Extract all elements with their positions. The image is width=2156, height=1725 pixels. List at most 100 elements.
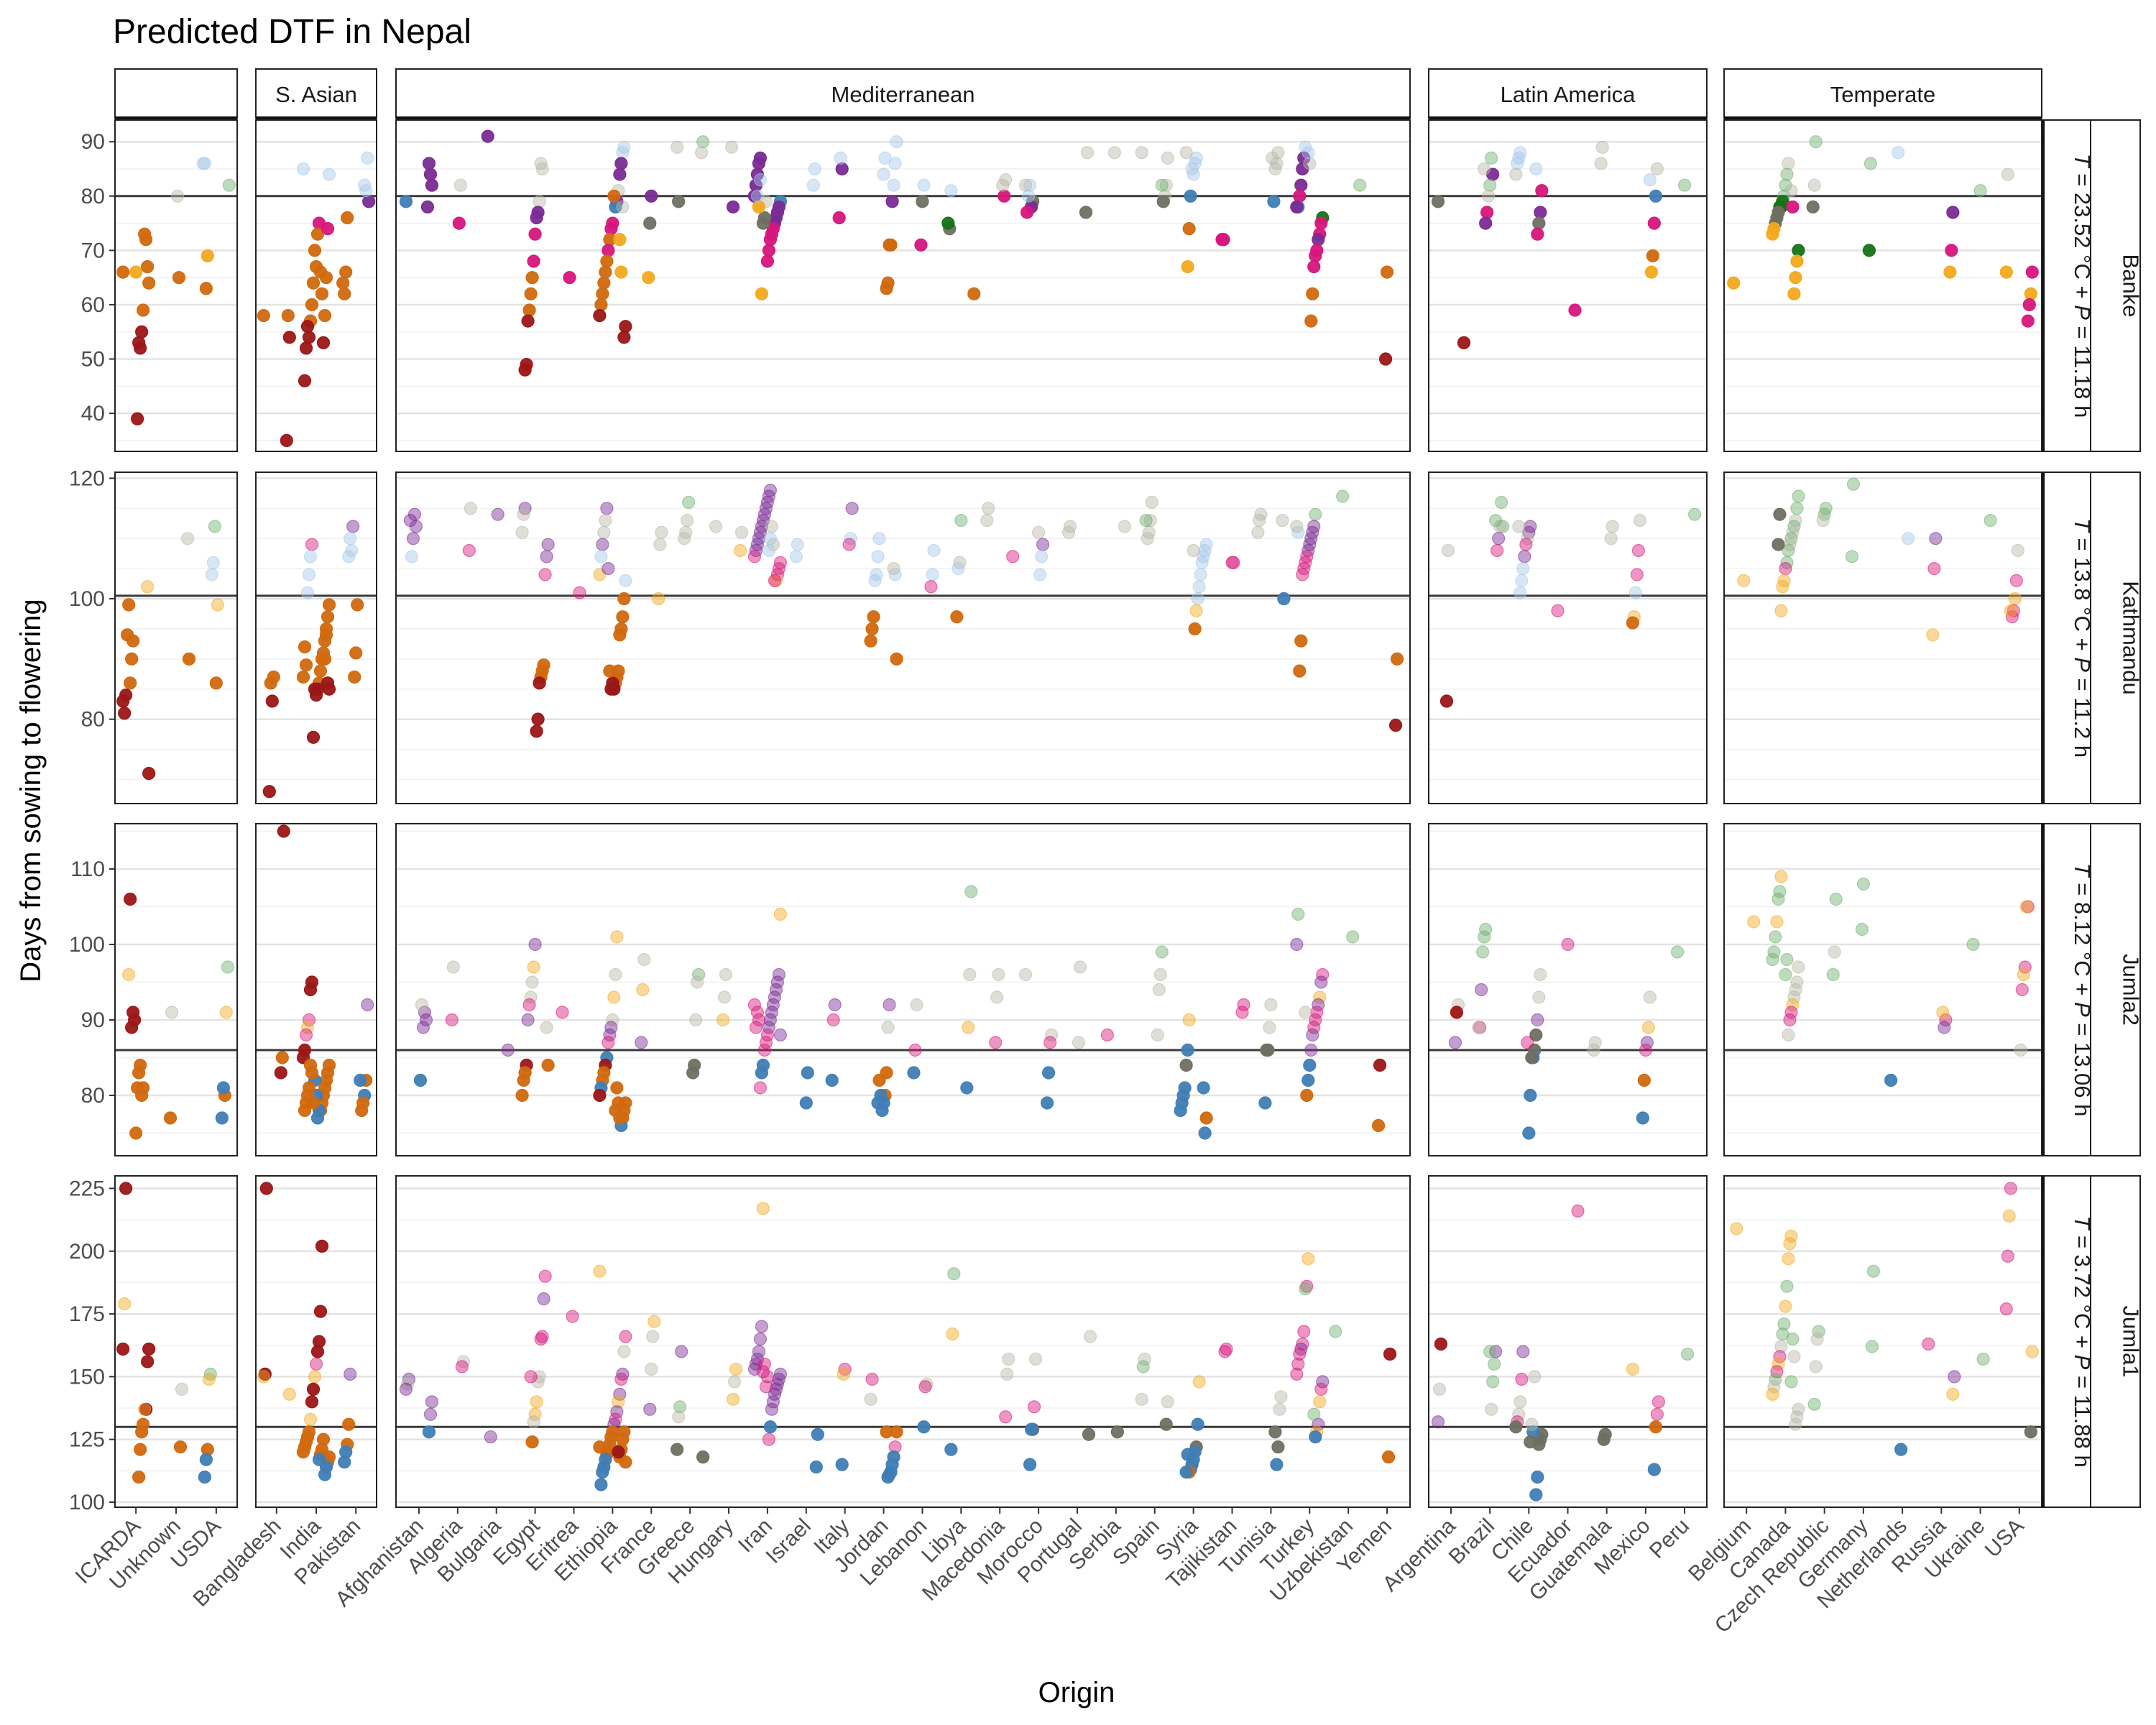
data-point [837,1367,850,1381]
data-point [1185,162,1199,176]
data-point [1390,652,1404,666]
data-point [2002,1209,2016,1223]
data-point [1651,1395,1665,1409]
data-point [1300,1088,1314,1103]
data-point [2001,1249,2014,1263]
data-point [609,967,622,982]
data-point [310,1345,325,1358]
data-point [1826,967,1840,982]
data-point [216,1081,230,1095]
data-point [763,1420,778,1434]
data-point [1784,1375,1798,1389]
data-point [142,1342,156,1356]
data-point [1296,162,1309,176]
data-point [1156,195,1170,208]
data-point [125,652,139,666]
data-point [832,211,846,225]
data-point [1191,592,1204,606]
data-point [566,1310,579,1323]
data-point [672,195,686,208]
data-point [1302,146,1315,160]
data-point [132,336,146,349]
data-point [617,1345,631,1358]
data-point [321,610,335,624]
data-point [1450,1006,1464,1019]
data-point [306,1382,321,1396]
data-point [1772,892,1785,906]
data-point [135,1425,149,1439]
data-point [760,1370,775,1384]
data-point [219,1006,233,1019]
data-point [881,1470,895,1484]
data-point [908,1043,922,1057]
data-point [1303,1058,1317,1072]
data-point [1511,157,1524,170]
panel-background [396,120,1410,451]
data-point [199,1453,213,1466]
data-point [602,562,615,576]
data-point [747,550,762,564]
data-point [1293,664,1307,678]
data-point [1518,550,1531,564]
data-point [835,162,849,176]
data-point [2004,604,2017,617]
data-point [726,200,740,214]
data-point [1304,1043,1318,1057]
data-point [1118,520,1131,533]
data-point [726,1392,740,1406]
data-point [1145,495,1158,510]
data-point [1999,265,2013,279]
data-point [315,1239,329,1253]
data-point [1309,1430,1322,1444]
data-point [1604,532,1618,546]
data-point [1650,1407,1664,1421]
data-point [525,975,539,989]
data-point [609,1103,622,1118]
data-point [1628,586,1642,599]
data-point [1535,184,1549,198]
data-point [452,216,466,230]
data-point [1018,967,1033,982]
data-point [129,1126,143,1140]
data-point [206,556,220,569]
data-point [1626,616,1639,630]
row-strip-formula: T = 8.12 °C + P = 13.06 h [2070,863,2095,1117]
data-point [1772,538,1785,551]
data-point [747,998,762,1012]
data-point [1041,1066,1056,1080]
data-point [541,1058,555,1072]
data-point [318,1468,332,1481]
data-point [351,598,364,612]
data-point [1027,1400,1041,1414]
data-point [1773,507,1787,521]
y-tick-label: 100 [69,1491,105,1514]
data-point [1519,538,1533,551]
panel-background [1724,824,2042,1156]
data-point [828,998,842,1012]
data-point [1644,265,1658,279]
row-strip-formula-part: P [2070,305,2095,320]
data-point [524,287,538,300]
data-point [336,276,350,290]
data-point [1948,1370,1961,1384]
data-point [418,1006,432,1019]
data-point [946,1327,959,1341]
data-point [303,1058,318,1072]
data-point [890,652,903,666]
data-point [773,1028,788,1042]
data-point [1251,525,1265,539]
data-point [1534,967,1547,982]
data-point [887,562,900,576]
data-point [1291,1357,1305,1371]
data-point [811,1427,824,1441]
data-point [1727,276,1741,290]
data-point [1306,1028,1319,1042]
panel-border [255,823,377,1156]
data-point [1024,1422,1038,1436]
data-point [1766,1387,1779,1401]
data-point [616,200,630,214]
data-point [1290,1367,1304,1381]
data-point [1031,525,1046,539]
data-point [637,952,651,967]
data-point [865,1372,879,1386]
